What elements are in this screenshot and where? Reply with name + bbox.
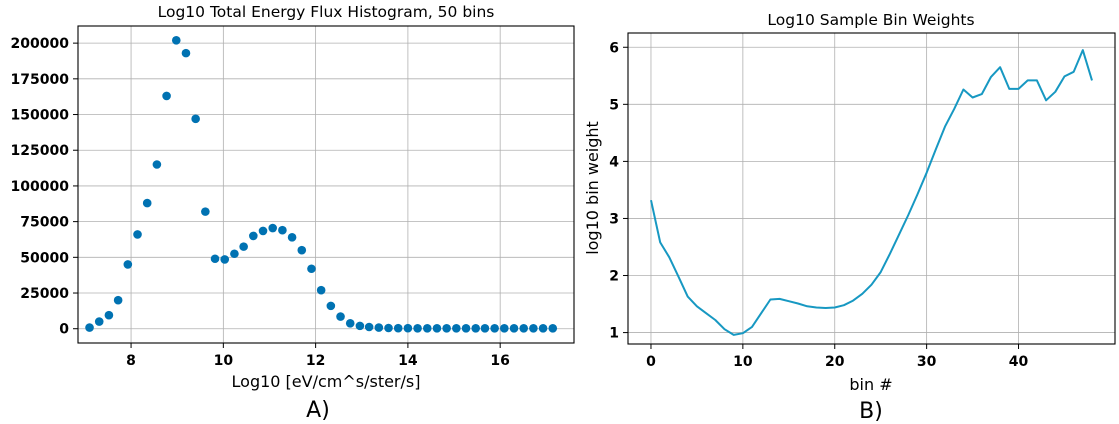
chart-a-grid (78, 26, 574, 343)
chart-b-ytick-label: 2 (609, 269, 619, 285)
chart-a-point (113, 295, 123, 305)
chart-a-point (548, 323, 558, 333)
chart-a-point (220, 255, 230, 264)
chart-a-point (307, 264, 316, 274)
chart-a-point (500, 323, 509, 333)
chart-a-point (133, 230, 142, 239)
chart-a-point (201, 207, 210, 216)
chart-a-point (210, 254, 220, 264)
chart-a-point (432, 323, 442, 333)
chart-a-point (538, 323, 548, 333)
chart-a-xticks: 8 10 12 14 16 (126, 343, 510, 369)
chart-b-yticks: 1 2 3 4 5 6 (609, 40, 628, 342)
chart-a-point (258, 226, 268, 236)
chart-a-xtick-label: 16 (490, 353, 509, 369)
chart-b-title: Log10 Sample Bin Weights (767, 11, 974, 29)
chart-a-point (162, 91, 171, 101)
chart-a-point (345, 318, 355, 328)
chart-b-xtick-label: 40 (1009, 354, 1029, 370)
chart-a-point (393, 323, 403, 333)
chart-b-series-line (650, 49, 1093, 336)
chart-b-panel-label: B) (859, 399, 883, 424)
chart-a-point (509, 323, 519, 333)
chart-b-xtick-label: 0 (646, 354, 656, 370)
chart-a-point (85, 323, 94, 332)
chart-a-point (104, 310, 114, 320)
chart-a-point (403, 323, 413, 333)
chart-b-ytick-label: 1 (609, 326, 619, 342)
chart-a-point (480, 323, 490, 333)
chart-a-point (171, 35, 181, 45)
chart-a-point (152, 160, 162, 169)
chart-a-point (249, 231, 258, 241)
chart-a-point (278, 225, 287, 235)
chart-a-ytick-label: 200000 (11, 36, 70, 52)
chart-a-point (422, 323, 432, 333)
chart-a-ytick-label: 50000 (20, 250, 69, 266)
chart-a-point (94, 317, 104, 326)
chart-a-point (452, 323, 461, 333)
chart-a-point (230, 249, 239, 259)
chart-a-ytick-label: 0 (59, 322, 69, 338)
chart-a-yticks: 0 25000 50000 75000 100000 125000 150000 175000… (11, 36, 78, 338)
chart-a-ytick-label: 25000 (20, 286, 69, 302)
chart-a-point (374, 323, 384, 332)
chart-b: Log10 Sample Bin Weights 0 10 20 30 40 1 2 3 4 5… (583, 11, 1116, 424)
chart-b-ytick-label: 4 (609, 154, 619, 170)
chart-a-ytick-label: 150000 (11, 108, 70, 124)
chart-a-point (364, 322, 374, 332)
chart-b-ylabel: log10 bin weight (583, 121, 602, 255)
chart-b-frame (627, 32, 1116, 345)
chart-a-xtick-label: 10 (214, 353, 234, 369)
chart-a-xtick-label: 12 (306, 353, 325, 369)
chart-a-point (529, 323, 538, 333)
chart-a-points (85, 35, 558, 333)
chart-a: Log10 Total Energy Flux Histogram, 50 bi… (11, 3, 575, 423)
chart-a-point (123, 260, 133, 269)
chart-b-xticks: 0 10 20 30 40 (646, 344, 1029, 370)
chart-a-point (461, 323, 471, 333)
chart-a-xlabel: Log10 [eV/cm^s/ster/s] (232, 372, 421, 391)
chart-b-xtick-label: 30 (917, 354, 937, 370)
chart-b-grid (628, 33, 1115, 344)
chart-a-point (287, 233, 297, 242)
chart-a-ytick-label: 100000 (11, 179, 70, 195)
chart-a-point (442, 323, 451, 333)
chart-a-point (142, 198, 152, 208)
chart-a-panel-label: A) (306, 398, 330, 423)
chart-b-ytick-label: 6 (609, 40, 619, 56)
chart-a-point (181, 48, 191, 58)
chart-a-title: Log10 Total Energy Flux Histogram, 50 bi… (158, 3, 495, 21)
chart-a-point (326, 301, 336, 311)
chart-a-xtick-label: 14 (398, 353, 418, 369)
chart-a-point (355, 321, 365, 331)
chart-b-ytick-label: 5 (609, 97, 619, 113)
chart-a-point (268, 223, 278, 233)
chart-a-point (297, 245, 307, 255)
chart-a-point (413, 323, 422, 333)
chart-a-ytick-label: 125000 (11, 143, 70, 159)
chart-a-ytick-label: 75000 (20, 215, 69, 231)
chart-a-point (191, 114, 200, 124)
chart-a-point (316, 285, 326, 295)
chart-b-xlabel: bin # (849, 375, 892, 394)
chart-b-xtick-label: 20 (825, 354, 845, 370)
chart-a-point (239, 242, 248, 251)
chart-a-point (490, 323, 499, 333)
chart-a-frame (77, 25, 575, 344)
chart-b-ytick-label: 3 (609, 211, 619, 227)
chart-a-ytick-label: 175000 (11, 72, 70, 88)
chart-a-xtick-label: 8 (126, 353, 136, 369)
chart-a-point (471, 323, 481, 333)
chart-a-point (519, 323, 529, 333)
chart-b-xtick-label: 10 (733, 354, 753, 370)
chart-a-point (336, 312, 345, 321)
chart-a-point (384, 323, 393, 333)
